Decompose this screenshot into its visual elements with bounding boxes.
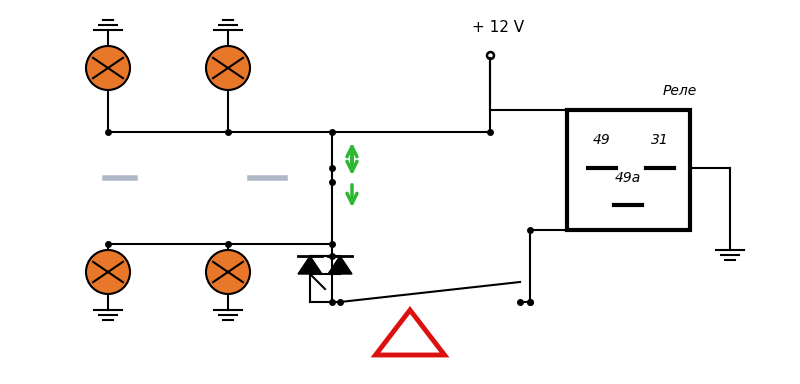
Text: 31: 31 [651,133,669,147]
Circle shape [86,46,130,90]
Text: + 12 V: + 12 V [472,20,524,35]
Polygon shape [328,256,352,274]
Text: Реле: Реле [663,84,697,98]
Circle shape [86,250,130,294]
Text: 49: 49 [593,133,611,147]
Text: 49a: 49a [615,171,641,185]
Circle shape [206,46,250,90]
Polygon shape [298,256,322,274]
Circle shape [206,250,250,294]
Bar [567,110,690,230]
